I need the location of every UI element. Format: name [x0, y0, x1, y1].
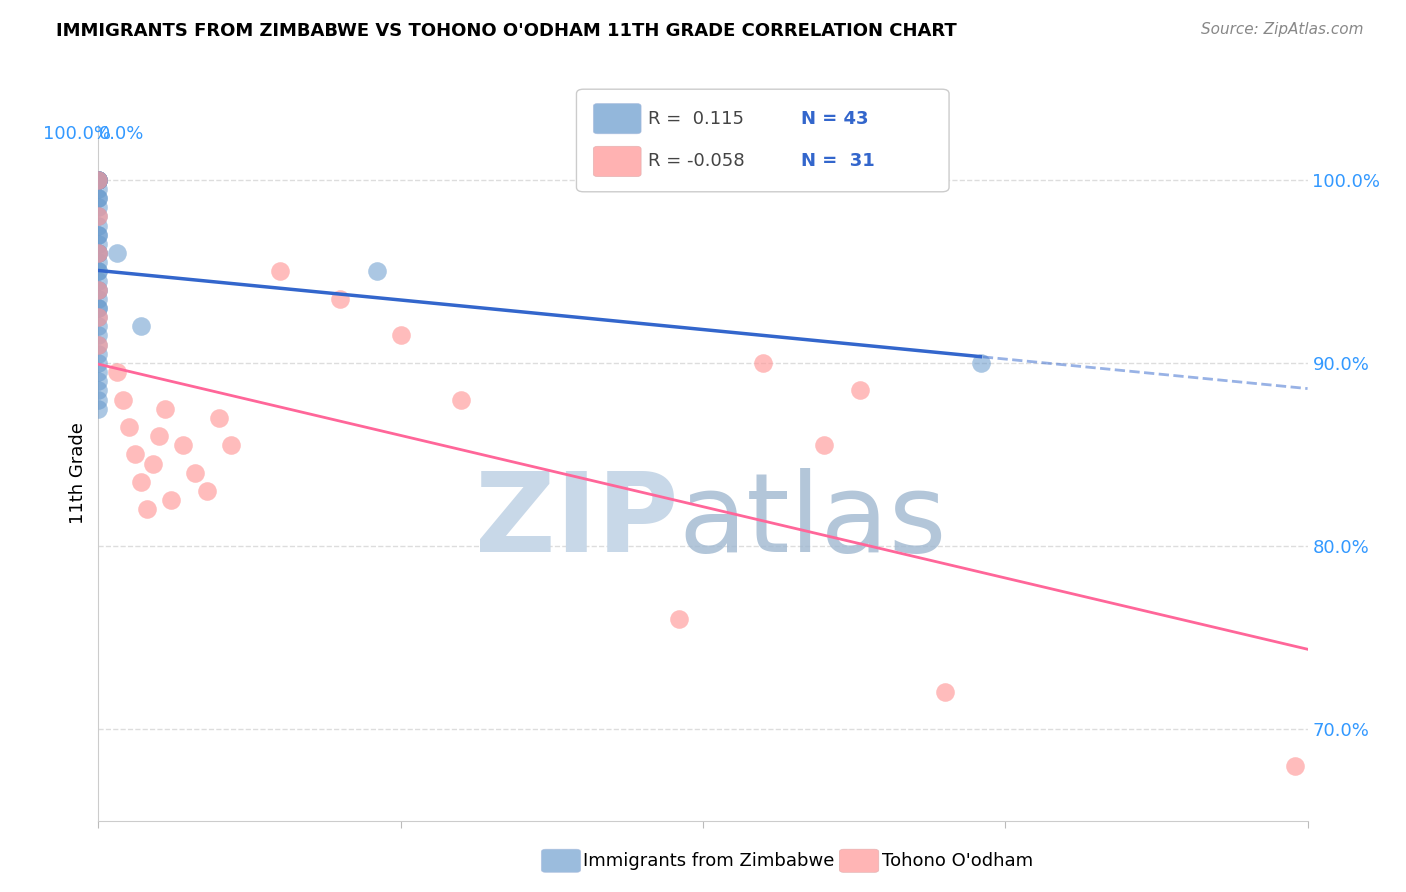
- Text: Source: ZipAtlas.com: Source: ZipAtlas.com: [1201, 22, 1364, 37]
- Point: [153, 401, 176, 416]
- Point: [87, 191, 110, 205]
- Point: [87, 210, 110, 224]
- Point: [813, 438, 835, 452]
- Point: [221, 438, 243, 452]
- Point: [366, 264, 388, 278]
- Point: [148, 429, 170, 443]
- Point: [1284, 758, 1306, 772]
- Text: 100.0%: 100.0%: [42, 125, 111, 143]
- Point: [87, 292, 110, 306]
- Point: [87, 337, 110, 351]
- Point: [87, 200, 110, 214]
- Text: ZIP: ZIP: [475, 468, 679, 575]
- Point: [111, 392, 134, 407]
- Point: [87, 210, 110, 224]
- Point: [129, 319, 152, 334]
- Point: [87, 264, 110, 278]
- Text: R =  0.115: R = 0.115: [648, 110, 744, 128]
- Point: [87, 246, 110, 260]
- Point: [87, 246, 110, 260]
- Point: [87, 283, 110, 297]
- Point: [87, 356, 110, 370]
- Point: [87, 227, 110, 242]
- Point: [87, 173, 110, 187]
- Point: [329, 292, 352, 306]
- Point: [87, 328, 110, 343]
- Point: [87, 173, 110, 187]
- Point: [87, 392, 110, 407]
- Point: [87, 173, 110, 187]
- Point: [87, 384, 110, 398]
- Text: IMMIGRANTS FROM ZIMBABWE VS TOHONO O'ODHAM 11TH GRADE CORRELATION CHART: IMMIGRANTS FROM ZIMBABWE VS TOHONO O'ODH…: [56, 22, 957, 40]
- Point: [87, 319, 110, 334]
- Point: [934, 685, 956, 699]
- Text: N = 43: N = 43: [801, 110, 869, 128]
- Point: [135, 502, 157, 516]
- Point: [124, 447, 146, 461]
- Point: [87, 182, 110, 196]
- Point: [87, 173, 110, 187]
- Point: [129, 475, 152, 489]
- Text: Tohono O'odham: Tohono O'odham: [882, 852, 1032, 870]
- Text: R = -0.058: R = -0.058: [648, 153, 745, 170]
- Point: [752, 356, 775, 370]
- Point: [87, 219, 110, 233]
- Point: [172, 438, 194, 452]
- Point: [87, 255, 110, 269]
- Point: [118, 420, 141, 434]
- Text: Immigrants from Zimbabwe: Immigrants from Zimbabwe: [583, 852, 835, 870]
- Point: [87, 173, 110, 187]
- Point: [450, 392, 472, 407]
- Point: [87, 173, 110, 187]
- Point: [87, 246, 110, 260]
- Point: [849, 384, 872, 398]
- Point: [87, 273, 110, 287]
- Point: [87, 236, 110, 251]
- Point: [970, 356, 993, 370]
- Point: [87, 264, 110, 278]
- Text: N =  31: N = 31: [801, 153, 875, 170]
- Point: [87, 173, 110, 187]
- Text: atlas: atlas: [679, 468, 948, 575]
- Point: [668, 612, 690, 626]
- Point: [87, 347, 110, 361]
- Point: [87, 283, 110, 297]
- Point: [87, 301, 110, 315]
- Point: [87, 283, 110, 297]
- Point: [160, 493, 183, 508]
- Point: [87, 301, 110, 315]
- Point: [87, 310, 110, 325]
- Point: [105, 246, 128, 260]
- Y-axis label: 11th Grade: 11th Grade: [69, 422, 87, 524]
- Point: [87, 337, 110, 351]
- Point: [87, 401, 110, 416]
- Point: [87, 227, 110, 242]
- Point: [208, 410, 231, 425]
- Point: [87, 374, 110, 388]
- Point: [269, 264, 291, 278]
- Point: [184, 466, 207, 480]
- Point: [195, 484, 218, 499]
- Point: [87, 191, 110, 205]
- Point: [87, 246, 110, 260]
- Point: [87, 173, 110, 187]
- Point: [87, 365, 110, 379]
- Point: [87, 310, 110, 325]
- Point: [142, 457, 165, 471]
- Point: [105, 365, 128, 379]
- Point: [389, 328, 412, 343]
- Text: 0.0%: 0.0%: [98, 125, 143, 143]
